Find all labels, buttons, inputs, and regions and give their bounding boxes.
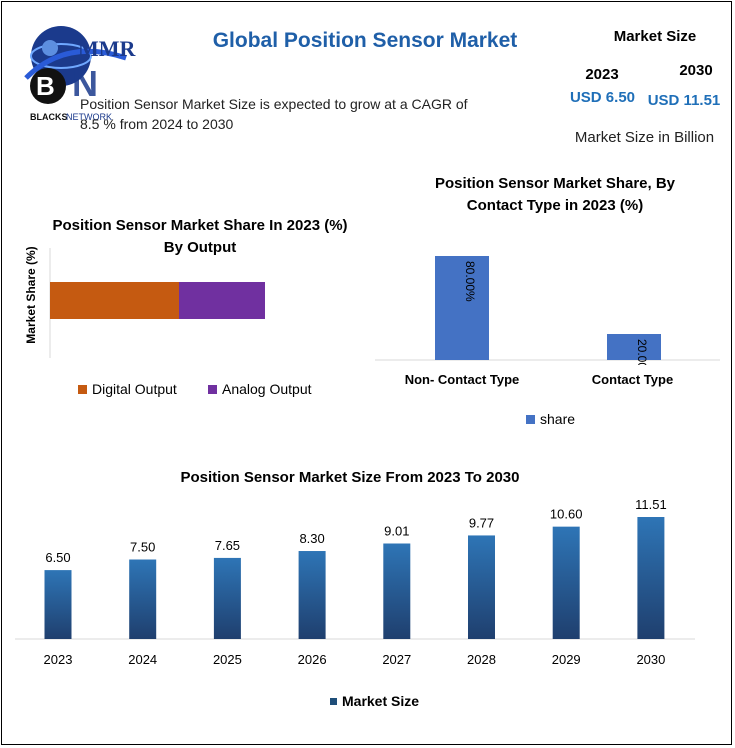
value-2030: USD 11.51 <box>647 92 721 109</box>
bar-2023 <box>44 570 72 639</box>
size-chart: 6.50 2023 7.50 2024 7.65 2025 8.30 2026 9.01 2027… <box>15 497 695 667</box>
mmr-logo: MMR B N BLACKS NETWORK <box>24 26 137 122</box>
legend-digital-output: Digital Output <box>78 381 177 397</box>
bar-digital-output <box>50 282 179 319</box>
data-label-2030: 11.51 <box>635 497 667 512</box>
output-chart <box>49 248 265 358</box>
data-label-non-contact-type: 80.00% <box>463 261 477 302</box>
legend-market-size-label: Market Size <box>342 693 420 709</box>
x-tick-2029: 2029 <box>552 652 581 667</box>
year-2030-label: 2030 <box>679 62 713 79</box>
data-label-2029: 10.60 <box>550 507 583 522</box>
legend-market-size: Market Size <box>330 693 419 709</box>
svg-text:NETWORK: NETWORK <box>66 112 112 122</box>
cagr-subtitle: Position Sensor Market Size is expected … <box>80 96 468 132</box>
x-tick-2023: 2023 <box>44 652 73 667</box>
bar-analog-output <box>179 282 265 319</box>
output-chart-y-axis-label: Market Share (%) <box>24 246 38 344</box>
market-size-swatch <box>330 697 337 705</box>
market-size-heading: Market Size <box>613 28 697 45</box>
svg-text:N: N <box>72 63 98 104</box>
legend-digital-output-label: Digital Output <box>92 381 177 397</box>
x-tick-2030: 2030 <box>636 652 665 667</box>
market-size-unit-note: Market Size in Billion <box>574 129 715 146</box>
contact-chart: 80.00% 20.00% <box>375 256 720 365</box>
x-tick-2025: 2025 <box>213 652 242 667</box>
bar-2025 <box>213 557 241 639</box>
contact-category-non-contact: Non- Contact Type <box>404 372 520 387</box>
svg-text:MMR: MMR <box>78 36 137 61</box>
bar-2027 <box>383 543 411 639</box>
svg-text:BLACKS: BLACKS <box>30 112 68 122</box>
bar-2024 <box>129 559 157 639</box>
digital-output-swatch <box>78 384 87 394</box>
share-swatch <box>526 414 535 424</box>
data-label-contact-type: 20.00% <box>635 339 649 365</box>
bar-contact-type <box>607 334 661 360</box>
data-label-2024: 7.50 <box>130 540 155 555</box>
page-title: Global Position Sensor Market <box>212 29 518 52</box>
value-2023: USD 6.50 <box>569 89 636 106</box>
data-label-2025: 7.65 <box>215 538 240 553</box>
x-tick-2028: 2028 <box>467 652 496 667</box>
x-tick-2027: 2027 <box>382 652 411 667</box>
bar-2026 <box>298 551 326 639</box>
bar-2029 <box>552 526 580 639</box>
legend-share-label: share <box>540 411 576 427</box>
contact-chart-title: Position Sensor Market Share, By Contact… <box>434 175 676 214</box>
year-2023-label: 2023 <box>585 66 619 83</box>
svg-text:B: B <box>36 71 55 101</box>
bar-2030 <box>637 517 665 639</box>
legend-analog-output-label: Analog Output <box>222 381 312 397</box>
analog-output-swatch <box>208 384 217 394</box>
data-label-2026: 8.30 <box>299 531 324 546</box>
data-label-2023: 6.50 <box>45 550 70 565</box>
legend-share: share <box>526 411 575 427</box>
size-chart-title: Position Sensor Market Size From 2023 To… <box>180 469 520 486</box>
legend-analog-output: Analog Output <box>208 381 312 397</box>
data-label-2027: 9.01 <box>384 523 409 538</box>
contact-category-contact: Contact Type <box>591 372 674 387</box>
bar-non-contact-type <box>435 256 489 360</box>
x-tick-2026: 2026 <box>298 652 327 667</box>
output-chart-title: Position Sensor Market Share In 2023 (%)… <box>52 217 348 256</box>
bar-2028 <box>468 535 495 639</box>
data-label-2028: 9.77 <box>469 515 494 530</box>
x-tick-2024: 2024 <box>128 652 157 667</box>
